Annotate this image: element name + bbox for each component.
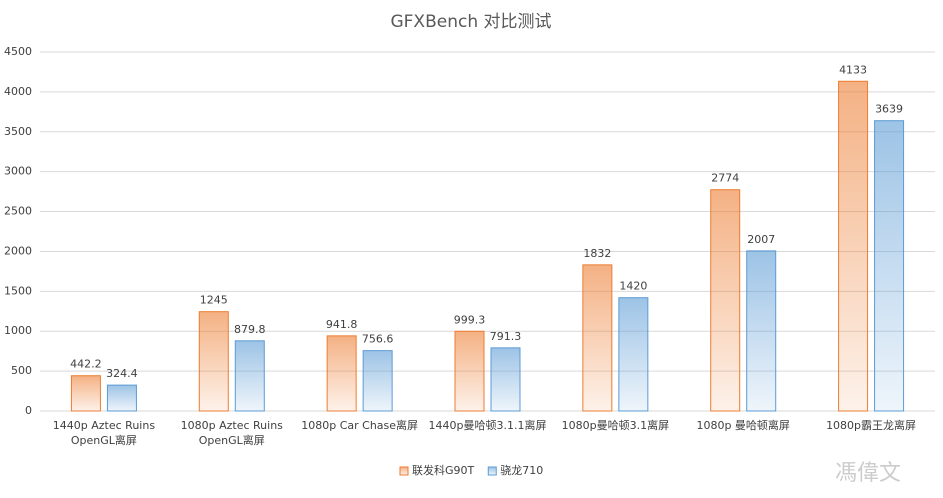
bar <box>582 264 613 412</box>
data-label: 324.4 <box>106 367 138 380</box>
data-label: 879.8 <box>234 323 266 336</box>
bar <box>838 80 869 412</box>
data-label: 1832 <box>583 247 611 260</box>
x-tick-label: 1080p Car Chase离屏 <box>301 419 419 432</box>
bar <box>234 340 265 412</box>
watermark: 馮偉文 <box>835 461 901 486</box>
legend-swatch <box>487 466 497 476</box>
bar <box>746 250 777 412</box>
bar <box>106 384 137 412</box>
bar <box>710 189 741 412</box>
y-tick-label: 4000 <box>4 85 32 98</box>
bar <box>618 297 649 412</box>
data-label: 756.6 <box>362 333 394 346</box>
bar <box>198 311 229 412</box>
bar <box>490 347 521 412</box>
y-tick-label: 3500 <box>4 125 32 138</box>
bar <box>874 120 905 412</box>
legend-label: 骁龙710 <box>500 463 543 477</box>
x-tick-label: 1440p Aztec Ruins OpenGL离屏 <box>52 419 156 447</box>
y-tick-label: 2000 <box>4 244 32 257</box>
data-label: 3639 <box>875 103 903 116</box>
y-tick-label: 2500 <box>4 205 32 218</box>
data-label: 4133 <box>839 63 867 76</box>
legend-label: 联发科G90T <box>412 463 475 477</box>
y-tick-label: 3000 <box>4 165 32 178</box>
data-label: 791.3 <box>490 330 522 343</box>
chart-title: GFXBench 对比测试 <box>390 12 551 32</box>
y-tick-label: 500 <box>11 364 32 377</box>
data-label: 999.3 <box>454 313 486 326</box>
bar <box>362 350 393 412</box>
data-label: 2774 <box>711 172 739 185</box>
bar <box>454 330 485 412</box>
y-tick-label: 1000 <box>4 324 32 337</box>
legend-swatch <box>399 466 409 476</box>
y-tick-label: 1500 <box>4 284 32 297</box>
data-label: 1420 <box>619 280 647 293</box>
bar <box>326 335 357 412</box>
x-tick-label: 1080p 曼哈顿离屏 <box>696 419 790 432</box>
x-tick-label: 1080p曼哈顿3.1离屏 <box>561 419 670 432</box>
bar <box>70 375 101 412</box>
x-tick-label: 1080p Aztec Ruins OpenGL离屏 <box>180 419 283 447</box>
data-label: 442.2 <box>70 358 102 371</box>
data-label: 2007 <box>747 233 775 246</box>
y-tick-label: 4500 <box>4 45 32 58</box>
x-tick-label: 1080p霸王龙离屏 <box>826 419 917 432</box>
data-label: 1245 <box>200 294 228 307</box>
x-tick-label: 1440p曼哈顿3.1.1离屏 <box>428 419 547 432</box>
y-tick-label: 0 <box>25 404 32 417</box>
data-label: 941.8 <box>326 318 358 331</box>
